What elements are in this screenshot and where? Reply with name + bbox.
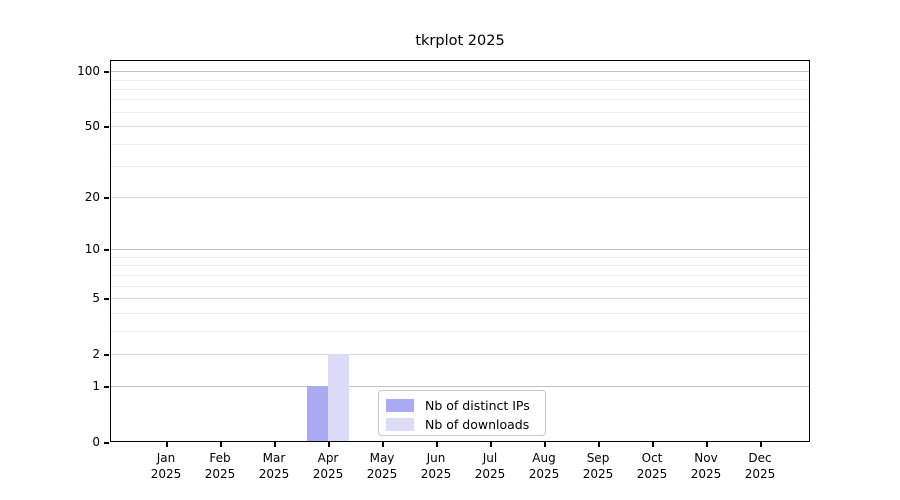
y-tick-label: 1 bbox=[92, 379, 100, 393]
x-tick bbox=[382, 442, 384, 447]
x-tick bbox=[760, 442, 762, 447]
gridline-major bbox=[110, 197, 810, 198]
y-tick-label: 2 bbox=[92, 347, 100, 361]
gridline-decade bbox=[110, 386, 810, 387]
gridline-minor bbox=[110, 265, 810, 266]
x-tick bbox=[598, 442, 600, 447]
y-tick bbox=[104, 126, 109, 128]
x-tick-label: Mar 2025 bbox=[258, 451, 290, 481]
x-tick bbox=[274, 442, 276, 447]
legend-swatch-distinct-ips bbox=[386, 399, 414, 412]
y-tick bbox=[104, 298, 109, 300]
x-tick-label: Feb 2025 bbox=[204, 451, 236, 481]
gridline-minor bbox=[110, 286, 810, 287]
bar-nb-of-distinct-ips bbox=[307, 386, 328, 442]
gridline-major bbox=[110, 298, 810, 299]
y-tick bbox=[104, 354, 109, 356]
x-tick bbox=[436, 442, 438, 447]
gridline-decade bbox=[110, 249, 810, 250]
x-tick bbox=[220, 442, 222, 447]
gridline-minor bbox=[110, 275, 810, 276]
gridline-minor bbox=[110, 80, 810, 81]
gridline-minor bbox=[110, 257, 810, 258]
gridline-minor bbox=[110, 99, 810, 100]
plot-frame bbox=[110, 60, 810, 442]
x-tick bbox=[328, 442, 330, 447]
y-tick bbox=[104, 71, 109, 73]
y-tick-label: 5 bbox=[92, 291, 100, 305]
y-tick-label: 50 bbox=[84, 119, 100, 133]
x-tick-label: Jul 2025 bbox=[474, 451, 506, 481]
gridline-minor bbox=[110, 89, 810, 90]
gridline-minor bbox=[110, 313, 810, 314]
gridline-major bbox=[110, 126, 810, 127]
y-tick-label: 0 bbox=[92, 435, 100, 449]
x-tick-label: Apr 2025 bbox=[312, 451, 344, 481]
legend-swatch-downloads bbox=[386, 418, 414, 431]
chart-title: tkrplot 2025 bbox=[415, 33, 505, 49]
x-tick-label: May 2025 bbox=[366, 451, 398, 481]
x-tick-label: Dec 2025 bbox=[744, 451, 776, 481]
x-tick-label: Nov 2025 bbox=[690, 451, 722, 481]
x-tick bbox=[652, 442, 654, 447]
x-tick-label: Jan 2025 bbox=[150, 451, 182, 481]
x-tick bbox=[490, 442, 492, 447]
x-tick-label: Sep 2025 bbox=[582, 451, 614, 481]
legend-label-distinct-ips: Nb of distinct IPs bbox=[425, 398, 530, 413]
legend-label-downloads: Nb of downloads bbox=[425, 417, 530, 432]
x-tick-label: Oct 2025 bbox=[636, 451, 668, 481]
legend-item-downloads: Nb of downloads bbox=[386, 415, 537, 434]
x-tick bbox=[166, 442, 168, 447]
x-tick-label: Jun 2025 bbox=[420, 451, 452, 481]
legend: Nb of distinct IPs Nb of downloads bbox=[378, 390, 546, 436]
gridline-minor bbox=[110, 331, 810, 332]
y-tick bbox=[104, 386, 109, 388]
gridline-decade bbox=[110, 71, 810, 72]
gridline-major bbox=[110, 354, 810, 355]
gridline-minor bbox=[110, 112, 810, 113]
gridline-minor bbox=[110, 144, 810, 145]
y-tick-label: 20 bbox=[84, 190, 100, 204]
gridline-minor bbox=[110, 166, 810, 167]
x-tick bbox=[544, 442, 546, 447]
y-tick-label: 100 bbox=[77, 64, 100, 78]
y-tick bbox=[104, 249, 109, 251]
y-tick-label: 10 bbox=[84, 242, 100, 256]
y-tick bbox=[104, 197, 109, 199]
y-tick bbox=[104, 442, 109, 444]
x-tick-label: Aug 2025 bbox=[528, 451, 560, 481]
legend-item-distinct-ips: Nb of distinct IPs bbox=[386, 396, 537, 415]
bar-nb-of-downloads bbox=[328, 354, 349, 442]
x-tick bbox=[706, 442, 708, 447]
